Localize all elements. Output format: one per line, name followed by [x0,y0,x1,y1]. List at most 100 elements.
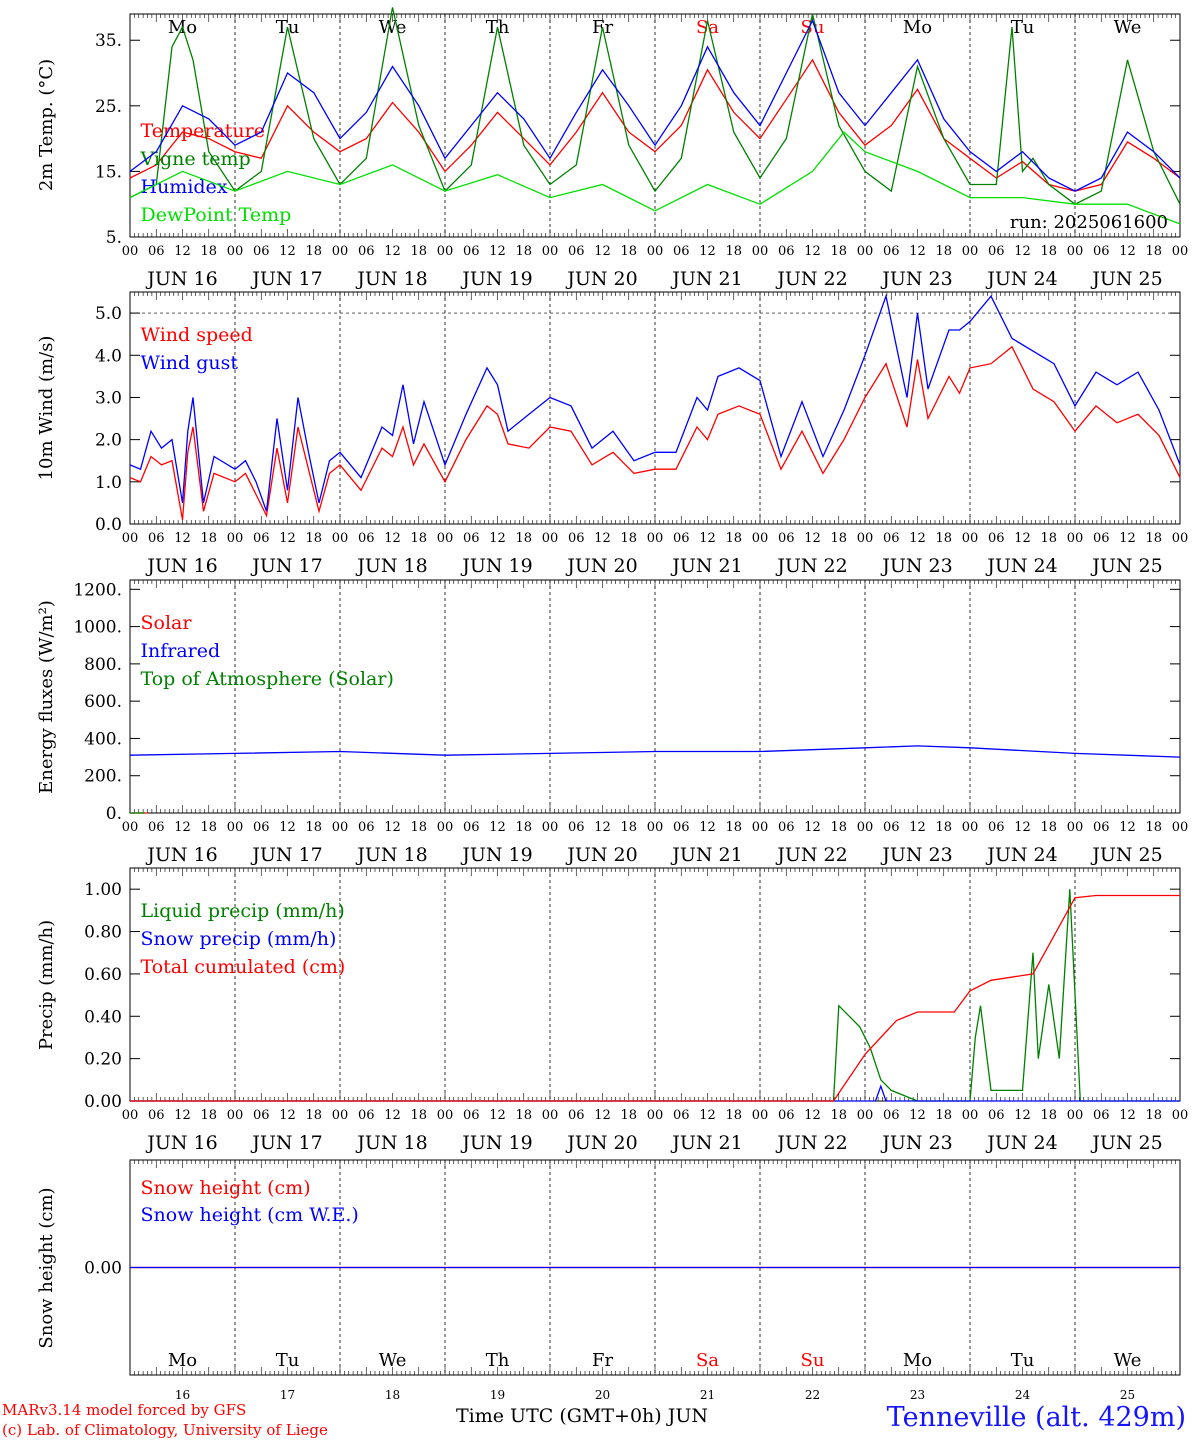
hour-tick-label: 00 [752,244,769,259]
hour-tick-label: 12 [594,820,611,835]
weekday-label: Mo [903,1350,932,1371]
y-tick-label: 0.20 [84,1050,122,1070]
date-label: JUN 24 [985,1132,1057,1154]
series-line-humidex [129,18,1181,192]
hour-tick-label: 18 [305,531,322,546]
hour-tick-label: 18 [725,244,742,259]
hour-tick-label: 06 [988,531,1005,546]
legend-entry: Infrared [141,640,221,662]
hour-tick-label: 00 [647,244,664,259]
hour-tick-label: 18 [620,244,637,259]
hour-tick-label: 12 [909,244,926,259]
weekday-label: We [379,1350,407,1371]
date-label: JUN 16 [145,555,217,577]
hour-tick-label: 18 [620,531,637,546]
hour-tick-label: 00 [542,820,559,835]
hour-tick-label: 06 [778,531,795,546]
hour-tick-label: 18 [830,820,847,835]
hour-tick-label: 12 [594,531,611,546]
hour-tick-label: 06 [673,820,690,835]
hour-tick-label: 18 [515,1108,532,1123]
hour-tick-label: 00 [1067,820,1084,835]
y-axis-label: Energy fluxes (W/m²) [36,600,57,794]
hour-tick-label: 00 [437,244,454,259]
hour-tick-label: 00 [332,820,349,835]
day-number: 19 [490,1388,505,1402]
hour-tick-label: 18 [1145,531,1162,546]
legend-entry: Wind speed [141,324,253,346]
hour-tick-label: 06 [883,820,900,835]
weekday-label: Sa [696,1350,719,1371]
hour-tick-label: 06 [1093,820,1110,835]
hour-tick-label: 06 [988,820,1005,835]
hour-tick-label: 18 [410,1108,427,1123]
legend-entry: Humidex [141,176,228,198]
date-label: JUN 24 [985,844,1057,866]
hour-tick-label: 18 [305,820,322,835]
hour-tick-label: 00 [332,531,349,546]
hour-tick-label: 00 [332,244,349,259]
weekday-label: Tu [1011,1350,1035,1371]
hour-tick-label: 12 [279,244,296,259]
hour-tick-label: 18 [935,1108,952,1123]
hour-tick-label: 18 [410,531,427,546]
y-tick-label: 0.80 [84,923,122,943]
hour-tick-label: 06 [148,244,165,259]
panel-5: 0.00 Snow height (cm) Mo Tu We Th Fr Sa Su Mo Tu We… [36,1159,1181,1402]
hour-tick-label: 12 [804,244,821,259]
hour-tick-label: 06 [568,244,585,259]
date-label: JUN 18 [355,844,427,866]
legend-entry: Temperature [141,120,265,142]
hour-tick-label: 00 [437,531,454,546]
hour-tick-label: 06 [568,820,585,835]
weekday-label: Tu [276,1350,300,1371]
y-tick-label: 0. [106,804,122,824]
hour-tick-label: 12 [699,1108,716,1123]
hour-tick-label: 06 [1093,244,1110,259]
hour-tick-label: 00 [437,820,454,835]
y-tick-label: 4.0 [95,346,122,366]
hour-tick-label: 12 [1014,1108,1031,1123]
date-label: JUN 20 [565,268,637,290]
legend-entry: Snow height (cm) [141,1177,311,1199]
date-label: JUN 18 [355,268,427,290]
weekday-label: Mo [168,1350,197,1371]
panel-1: 5. 15. 25. 35. 2m Temp. (°C) 00 06 12 18 00 06 12 18… [36,7,1188,290]
hour-tick-label: 00 [857,531,874,546]
date-label: JUN 21 [670,555,742,577]
date-label: JUN 21 [670,1132,742,1154]
hour-tick-label: 00 [227,244,244,259]
hour-tick-label: 18 [935,244,952,259]
y-tick-label: 200. [84,767,122,787]
model-credit: MARv3.14 model forced by GFS [2,1401,247,1419]
hour-tick-label: 18 [1145,820,1162,835]
date-label: JUN 23 [880,268,952,290]
hour-tick-label: 12 [279,531,296,546]
hour-tick-label: 06 [463,820,480,835]
date-label: JUN 17 [250,268,322,290]
hour-tick-label: 18 [200,820,217,835]
hour-tick-label: 00 [1172,244,1189,259]
run-annotation: run: 2025061600 [1010,212,1168,233]
date-label: JUN 22 [775,268,847,290]
hour-tick-label: 00 [227,531,244,546]
hour-tick-label: 06 [358,531,375,546]
date-label: JUN 25 [1090,844,1162,866]
date-label: JUN 20 [565,844,637,866]
hour-tick-label: 06 [778,820,795,835]
hour-tick-label: 12 [804,1108,821,1123]
hour-tick-label: 00 [1172,820,1189,835]
hour-tick-label: 00 [752,1108,769,1123]
hour-tick-label: 12 [174,820,191,835]
hour-tick-label: 06 [463,244,480,259]
y-tick-label: 15. [95,162,122,182]
hour-tick-label: 12 [1119,820,1136,835]
series-line-wind-speed [129,345,1181,520]
hour-tick-label: 00 [1067,244,1084,259]
hour-tick-label: 12 [174,531,191,546]
hour-tick-label: 12 [489,244,506,259]
date-label: JUN 16 [145,268,217,290]
lab-credit: (c) Lab. of Climatology, University of L… [2,1421,328,1439]
date-label: JUN 18 [355,555,427,577]
hour-tick-label: 00 [647,820,664,835]
